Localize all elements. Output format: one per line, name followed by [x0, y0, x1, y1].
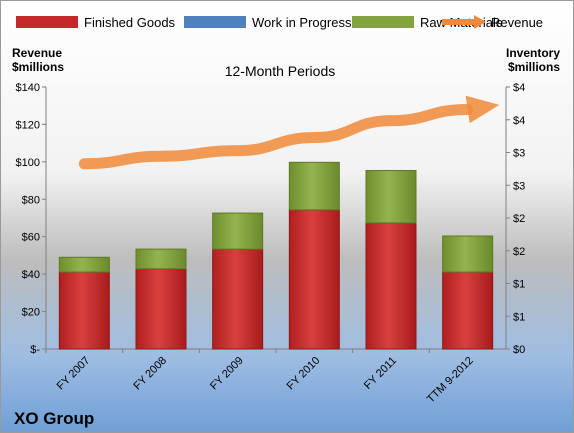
right-axis-tick-label: $1: [513, 279, 525, 291]
left-axis-tick-label: $80: [22, 194, 40, 206]
bar-finished-goods: [58, 271, 110, 350]
bar-raw-materials: [288, 161, 340, 211]
bar-finished-goods: [135, 268, 187, 350]
bar-raw-materials: [365, 170, 417, 224]
bar-raw-materials: [58, 256, 110, 273]
right-axis-tick-label: $2: [513, 213, 525, 225]
left-axis-ticks: $- $20 $40 $60 $80 $100 $120 $140: [16, 82, 46, 356]
bar-series: [58, 161, 494, 350]
right-axis-tick-label: $2: [513, 246, 525, 258]
left-axis-tick-label: $140: [16, 82, 40, 94]
right-axis-tick-label: $4: [513, 82, 525, 94]
legend-swatch-raw-materials: [352, 16, 414, 28]
right-axis-title-line2: $millions: [508, 60, 560, 74]
legend-label-revenue: Revenue: [491, 15, 543, 30]
revenue-line: [78, 103, 474, 170]
bar-finished-goods: [365, 222, 417, 350]
revenue-arrowhead: [465, 95, 500, 124]
right-axis-tick-label: $3: [513, 148, 525, 160]
right-axis-tick-label: $4: [513, 115, 525, 127]
legend-label-finished-goods: Finished Goods: [84, 15, 176, 30]
left-axis-title-line1: Revenue: [12, 46, 62, 60]
left-axis-tick-label: $100: [16, 157, 40, 169]
left-axis-tick-label: $120: [16, 119, 40, 131]
legend-label-work-in-progress: Work in Progress: [252, 15, 352, 30]
bar-finished-goods: [212, 248, 264, 350]
revenue-series: [78, 95, 500, 170]
legend: Finished Goods Work in Progress Raw Mate…: [16, 15, 543, 30]
right-axis-ticks: $0 $1 $1 $2 $2 $3 $3 $4 $4: [506, 82, 525, 356]
legend-arrow-revenue: [474, 15, 486, 29]
bar-raw-materials: [212, 212, 264, 250]
bar-raw-materials: [135, 248, 187, 270]
right-axis-tick-label: $1: [513, 311, 525, 323]
chart-title: 12-Month Periods: [225, 63, 336, 79]
bar-raw-materials: [442, 235, 494, 273]
left-axis-title-line2: $millions: [12, 60, 64, 74]
left-axis-tick-label: $-: [30, 344, 40, 356]
left-axis-tick-label: $40: [22, 269, 40, 281]
company-name: XO Group: [14, 409, 94, 428]
bar-finished-goods: [288, 209, 340, 350]
legend-swatch-finished-goods: [16, 16, 78, 28]
right-axis-title-line1: Inventory: [506, 46, 560, 60]
left-axis-tick-label: $60: [22, 232, 40, 244]
legend-swatch-work-in-progress: [184, 16, 246, 28]
bar-finished-goods: [442, 271, 494, 350]
right-axis-tick-label: $0: [513, 344, 525, 356]
right-axis-tick-label: $3: [513, 180, 525, 192]
left-axis-tick-label: $20: [22, 307, 40, 319]
